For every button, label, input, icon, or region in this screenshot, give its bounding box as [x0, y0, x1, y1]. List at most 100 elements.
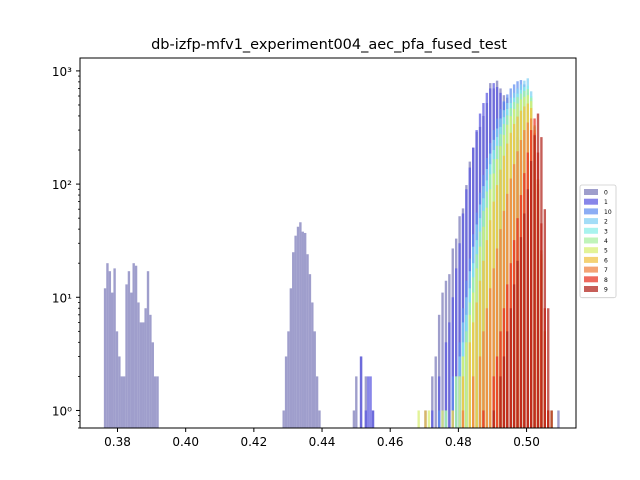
histogram-bar-series-5	[427, 410, 431, 428]
histogram-bar-series-0	[125, 284, 128, 428]
legend-swatch-10	[584, 208, 598, 215]
legend-label-9: 9	[604, 287, 608, 294]
histogram-bar-series-0	[146, 271, 150, 428]
histogram-bar-series-7	[495, 248, 499, 428]
legend-swatch-9	[584, 286, 598, 292]
histogram-bar-series-9	[547, 308, 550, 428]
histogram-bar-series-0	[318, 410, 321, 428]
histogram-bars	[103, 78, 560, 428]
legend-label-8: 8	[604, 277, 608, 284]
x-tick-label: 0.40	[172, 435, 199, 449]
histogram-bar-series-8	[482, 410, 485, 428]
histogram-bar-series-9	[506, 331, 509, 428]
histogram-bar-series-7	[485, 308, 489, 428]
legend-label-10: 10	[604, 209, 612, 216]
histogram-bar-series-1	[371, 410, 375, 428]
x-axis: 0.38 0.40 0.42 0.44 0.46 0.48 0.50	[104, 428, 540, 449]
histogram-bar-series-5	[465, 342, 468, 428]
histogram-bar-series-8	[492, 376, 495, 428]
histogram-bar-series-0	[303, 232, 307, 428]
histogram-bar-series-7	[499, 229, 502, 428]
histogram-bar-series-9	[540, 137, 543, 428]
histogram-bar-series-0	[434, 356, 437, 428]
histogram-bar-series-1	[451, 297, 454, 428]
histogram-bar-series-0	[306, 254, 309, 428]
histogram-bar-series-9	[550, 410, 553, 428]
histogram-bar-series-0	[103, 288, 107, 428]
legend-label-1: 1	[604, 199, 608, 206]
legend-swatch-4	[584, 237, 598, 244]
histogram-bar-series-9	[502, 356, 506, 428]
histogram-bar-series-9	[536, 113, 540, 428]
histogram-bar-series-0	[284, 356, 288, 428]
histogram-bar-series-5	[441, 410, 444, 428]
histogram-bar-series-0	[106, 263, 109, 428]
legend-swatch-1	[584, 198, 598, 205]
histogram-bar-series-6	[461, 376, 465, 428]
histogram-bar-series-9	[533, 135, 536, 428]
histogram-bar-series-0	[355, 376, 358, 428]
histogram-bar-series-0	[299, 222, 302, 428]
x-tick-label: 0.46	[377, 435, 404, 449]
chart-title: db-izfp-mfv1_experiment004_aec_pfa_fused…	[151, 37, 507, 53]
legend-swatch-7	[584, 266, 598, 273]
histogram-bar-series-6	[424, 410, 427, 428]
histogram-bar-series-0	[294, 235, 297, 428]
histogram-bar-series-0	[313, 331, 316, 428]
legend-label-5: 5	[604, 248, 608, 255]
histogram-bar-series-0	[308, 274, 312, 428]
histogram-bar-series-10	[451, 376, 454, 428]
y-axis: 10⁰ 10¹ 10² 10³	[52, 65, 80, 429]
histogram-bar-series-0	[437, 314, 441, 428]
histogram-bar-series-0	[118, 356, 121, 428]
legend-swatch-5	[584, 247, 598, 254]
histogram-bar-series-0	[301, 231, 304, 428]
histogram-bar-series-1	[444, 342, 448, 428]
histogram-bar-series-9	[526, 189, 529, 428]
histogram-bar-series-9	[509, 308, 512, 428]
histogram-bar-series-1	[359, 356, 363, 428]
histogram-bar-series-7	[461, 410, 465, 428]
y-tick-label: 10⁰	[52, 404, 72, 418]
histogram-bar-series-0	[130, 292, 133, 428]
histogram-bar-series-7	[472, 376, 475, 428]
legend-swatch-6	[584, 256, 598, 263]
histogram-bar-series-9	[512, 284, 516, 428]
histogram-bar-series-0	[292, 252, 295, 428]
histogram-bar-series-0	[153, 376, 157, 428]
legend-label-3: 3	[604, 228, 608, 235]
histogram-bar-series-0	[132, 263, 135, 428]
histogram-bar-series-0	[352, 410, 356, 428]
x-tick-label: 0.38	[104, 435, 131, 449]
legend-swatch-0	[584, 189, 598, 195]
x-tick-label: 0.48	[445, 435, 472, 449]
histogram-bar-series-6	[468, 342, 472, 428]
histogram-bar-series-6	[478, 280, 482, 428]
histogram-bar-series-1	[367, 376, 370, 428]
histogram-bar-series-0	[127, 271, 131, 428]
histogram-bar-series-0	[108, 271, 112, 428]
histogram-bar-series-9	[516, 260, 519, 428]
histogram-bar-series-6	[472, 322, 475, 428]
histogram-bar-series-8	[495, 356, 499, 428]
histogram-bar-series-0	[122, 376, 126, 428]
histogram-bar-series-0	[364, 376, 368, 428]
legend-label-4: 4	[604, 238, 608, 245]
histogram-bar-series-4	[454, 376, 458, 428]
histogram-bar-series-6	[475, 302, 478, 428]
histogram-bar-series-1	[437, 376, 441, 428]
histogram-bar-series-7	[478, 356, 482, 428]
y-tick-label: 10²	[52, 178, 72, 192]
histogram-bar-series-0	[149, 314, 152, 428]
x-tick-label: 0.44	[309, 435, 336, 449]
histogram-bar-series-0	[134, 265, 138, 428]
histogram-bar-series-5	[458, 376, 461, 428]
legend-label-0: 0	[604, 190, 608, 197]
histogram-bar-series-9	[523, 213, 526, 428]
histogram-bar-series-9	[529, 160, 533, 428]
histogram-bar-series-0	[311, 302, 314, 428]
histogram-bar-series-7	[492, 268, 495, 428]
histogram-bar-series-5	[417, 410, 420, 428]
legend-label-2: 2	[604, 219, 608, 226]
